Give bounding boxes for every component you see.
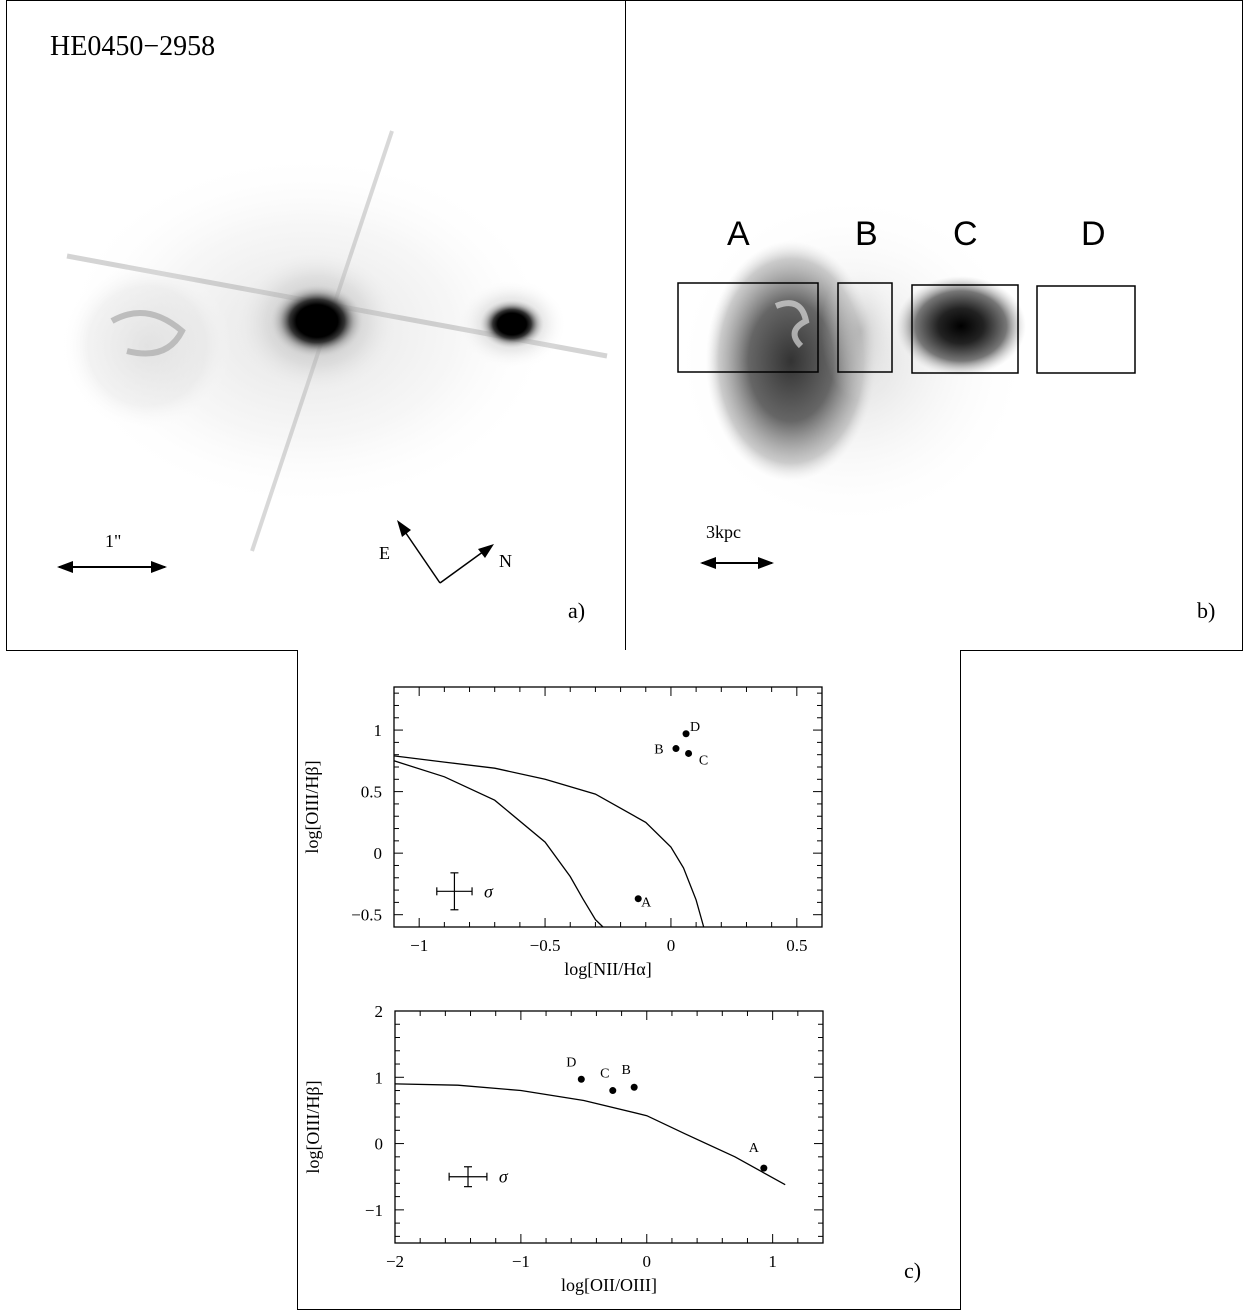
bpt-diagrams: −1 −0.5 0 0.5 −0.5 0 0.5 1 log[NII/Hα] log[OIII/H… bbox=[302, 686, 824, 1295]
panel-label-c: c) bbox=[904, 1258, 922, 1283]
scale-bar-arrow bbox=[700, 557, 774, 569]
data-point-label: D bbox=[690, 720, 700, 735]
scale-label: 1" bbox=[105, 531, 122, 551]
emission-region-c bbox=[896, 276, 1026, 376]
quasar-core bbox=[271, 285, 363, 357]
y-tick-label: 1 bbox=[374, 721, 383, 740]
demarcation-curve bbox=[394, 1083, 786, 1186]
region-label-c: C bbox=[953, 215, 978, 253]
plot-frame bbox=[393, 686, 823, 928]
data-point-d bbox=[682, 730, 690, 738]
scale-label: 3kpc bbox=[706, 522, 741, 542]
x-tick-label: −1 bbox=[512, 1252, 530, 1271]
x-tick-label: −1 bbox=[410, 936, 428, 955]
panel-c-diagnostic-diagrams: −1 −0.5 0 0.5 −0.5 0 0.5 1 log[NII/Hα] log[OIII/H… bbox=[297, 650, 961, 1310]
data-point-label: A bbox=[749, 1141, 760, 1156]
sigma-label: σ bbox=[499, 1167, 509, 1187]
secondary-source bbox=[480, 300, 544, 348]
y-tick-label: 1 bbox=[375, 1068, 384, 1087]
y-tick-label: 0 bbox=[375, 1135, 384, 1154]
demarcation-curve bbox=[393, 760, 604, 928]
panel-label-a: a) bbox=[568, 598, 586, 623]
data-point-c bbox=[685, 749, 693, 757]
y-tick-label: 0 bbox=[374, 844, 383, 863]
region-label-d: D bbox=[1081, 215, 1106, 253]
data-point-label: B bbox=[622, 1063, 631, 1078]
data-point-label: D bbox=[566, 1055, 576, 1070]
extraction-box-a bbox=[677, 282, 819, 373]
data-point-label: C bbox=[699, 753, 708, 768]
compass-arrows bbox=[397, 520, 494, 584]
region-label-b: B bbox=[855, 215, 878, 253]
plot-frame bbox=[394, 1010, 824, 1244]
data-point-label: A bbox=[641, 896, 652, 911]
data-point-a bbox=[760, 1164, 768, 1172]
extraction-box-d bbox=[1036, 285, 1136, 374]
data-point-b bbox=[630, 1083, 638, 1091]
x-tick-label: 0 bbox=[643, 1252, 652, 1271]
extraction-box-b bbox=[837, 282, 893, 373]
x-axis-label: log[OII/OIII] bbox=[561, 1275, 657, 1295]
y-axis-label: log[OIII/Hβ] bbox=[303, 1080, 323, 1173]
data-point-d bbox=[577, 1075, 585, 1083]
x-tick-label: 0 bbox=[667, 936, 676, 955]
companion-galaxy bbox=[62, 261, 232, 431]
x-tick-label: 1 bbox=[768, 1252, 777, 1271]
y-axis-label: log[OIII/Hβ] bbox=[302, 760, 322, 853]
extraction-box-c bbox=[911, 284, 1019, 374]
y-tick-label: −1 bbox=[365, 1201, 383, 1220]
y-tick-label: −0.5 bbox=[351, 906, 382, 925]
compass-north-label: N bbox=[499, 551, 512, 571]
data-point-c bbox=[609, 1087, 617, 1095]
region-label-a: A bbox=[727, 215, 750, 253]
y-tick-label: 0.5 bbox=[361, 783, 382, 802]
y-tick-label: 2 bbox=[375, 1002, 384, 1021]
x-tick-label: −0.5 bbox=[530, 936, 561, 955]
data-point-label: B bbox=[654, 743, 663, 758]
x-tick-label: 0.5 bbox=[786, 936, 807, 955]
x-axis-label: log[NII/Hα] bbox=[564, 959, 651, 979]
emission-line-map bbox=[671, 191, 1136, 569]
demarcation-curve bbox=[393, 755, 705, 928]
panel-b-image: A B C D 3kpc b) bbox=[625, 0, 1243, 651]
data-point-a bbox=[634, 895, 642, 903]
x-tick-label: −2 bbox=[386, 1252, 404, 1271]
data-point-label: C bbox=[600, 1067, 609, 1082]
sigma-label: σ bbox=[484, 881, 494, 901]
data-point-b bbox=[672, 745, 680, 753]
panel-a-image: HE0450−2958 1" E N a) bbox=[6, 0, 626, 651]
panel-label-b: b) bbox=[1197, 598, 1216, 623]
quasar-image bbox=[57, 130, 608, 584]
scale-bar-arrow bbox=[57, 561, 167, 573]
compass-east-label: E bbox=[379, 543, 390, 563]
object-name: HE0450−2958 bbox=[50, 31, 216, 62]
